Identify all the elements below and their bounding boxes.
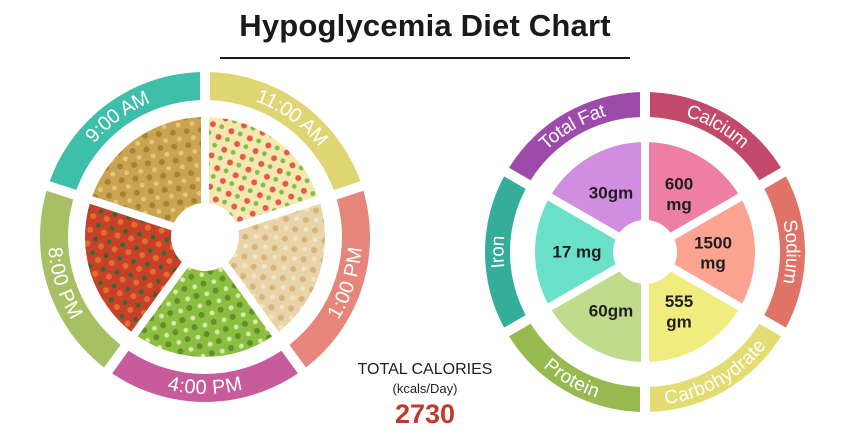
vegetable-curry-photo (84, 203, 185, 332)
nutrient-wheel-hub (613, 220, 677, 284)
nutrient-wedge-iron (535, 200, 618, 304)
millet-grain-dish-photo (92, 117, 202, 225)
meal-band-4-00-pm (112, 350, 298, 402)
sprouts-salad-photo (137, 263, 273, 358)
page-title: Hypoglycemia Diet Chart (239, 8, 611, 43)
nutrient-value-iron: 17 mg (552, 243, 601, 262)
total-calories-value: 2730 (394, 399, 456, 429)
nutrient-value-protein: 60gm (589, 301, 633, 320)
nutrient-wedge-carbohydrate (648, 270, 739, 362)
nutrient-value-total-fat: 30gm (589, 184, 633, 203)
nutrient-band-total-fat (509, 92, 641, 181)
meal-band-9-00-am (49, 72, 201, 190)
meal-band-11-00-am (209, 72, 361, 190)
nutrient-band-calcium (649, 92, 781, 181)
nutrient-wedge-sodium (672, 200, 755, 304)
nutrient-value-calcium: 600 mg (665, 174, 693, 213)
nutrient-wedge-total-fat (551, 142, 642, 234)
chapati-stack-photo (225, 203, 325, 332)
meal-time-4-00-pm: 4:00 PM (166, 373, 244, 399)
title-underline (220, 57, 630, 59)
nutrient-band-sodium (764, 176, 805, 328)
total-calories-label: TOTAL CALORIES (357, 361, 493, 378)
nutrient-value-sodium: 1500 mg (694, 233, 732, 272)
meal-band-1-00-pm (289, 190, 370, 368)
nutrient-band-protein (509, 323, 641, 412)
nutrient-wedge-protein (551, 270, 642, 362)
nutrient-band-iron (485, 176, 526, 328)
meal-band-8-00-pm (39, 190, 121, 368)
meal-wheel-hub (171, 203, 239, 271)
nutrient-value-carbohydrate: 555 gm (665, 292, 693, 331)
fruit-salad-bowl-photo (208, 117, 318, 225)
nutrient-band-carbohydrate (649, 323, 781, 412)
meal-schedule-wheel: 9:00 AM 11:00 AM1:00 PM4:00 PM8:00 PM (39, 72, 370, 402)
nutrient-wedge-calcium (648, 142, 739, 234)
nutrient-name-sodium: Sodium (779, 218, 803, 286)
total-calories-unit: (kcals/Day) (392, 381, 458, 396)
nutrient-name-iron: Iron (487, 235, 509, 269)
